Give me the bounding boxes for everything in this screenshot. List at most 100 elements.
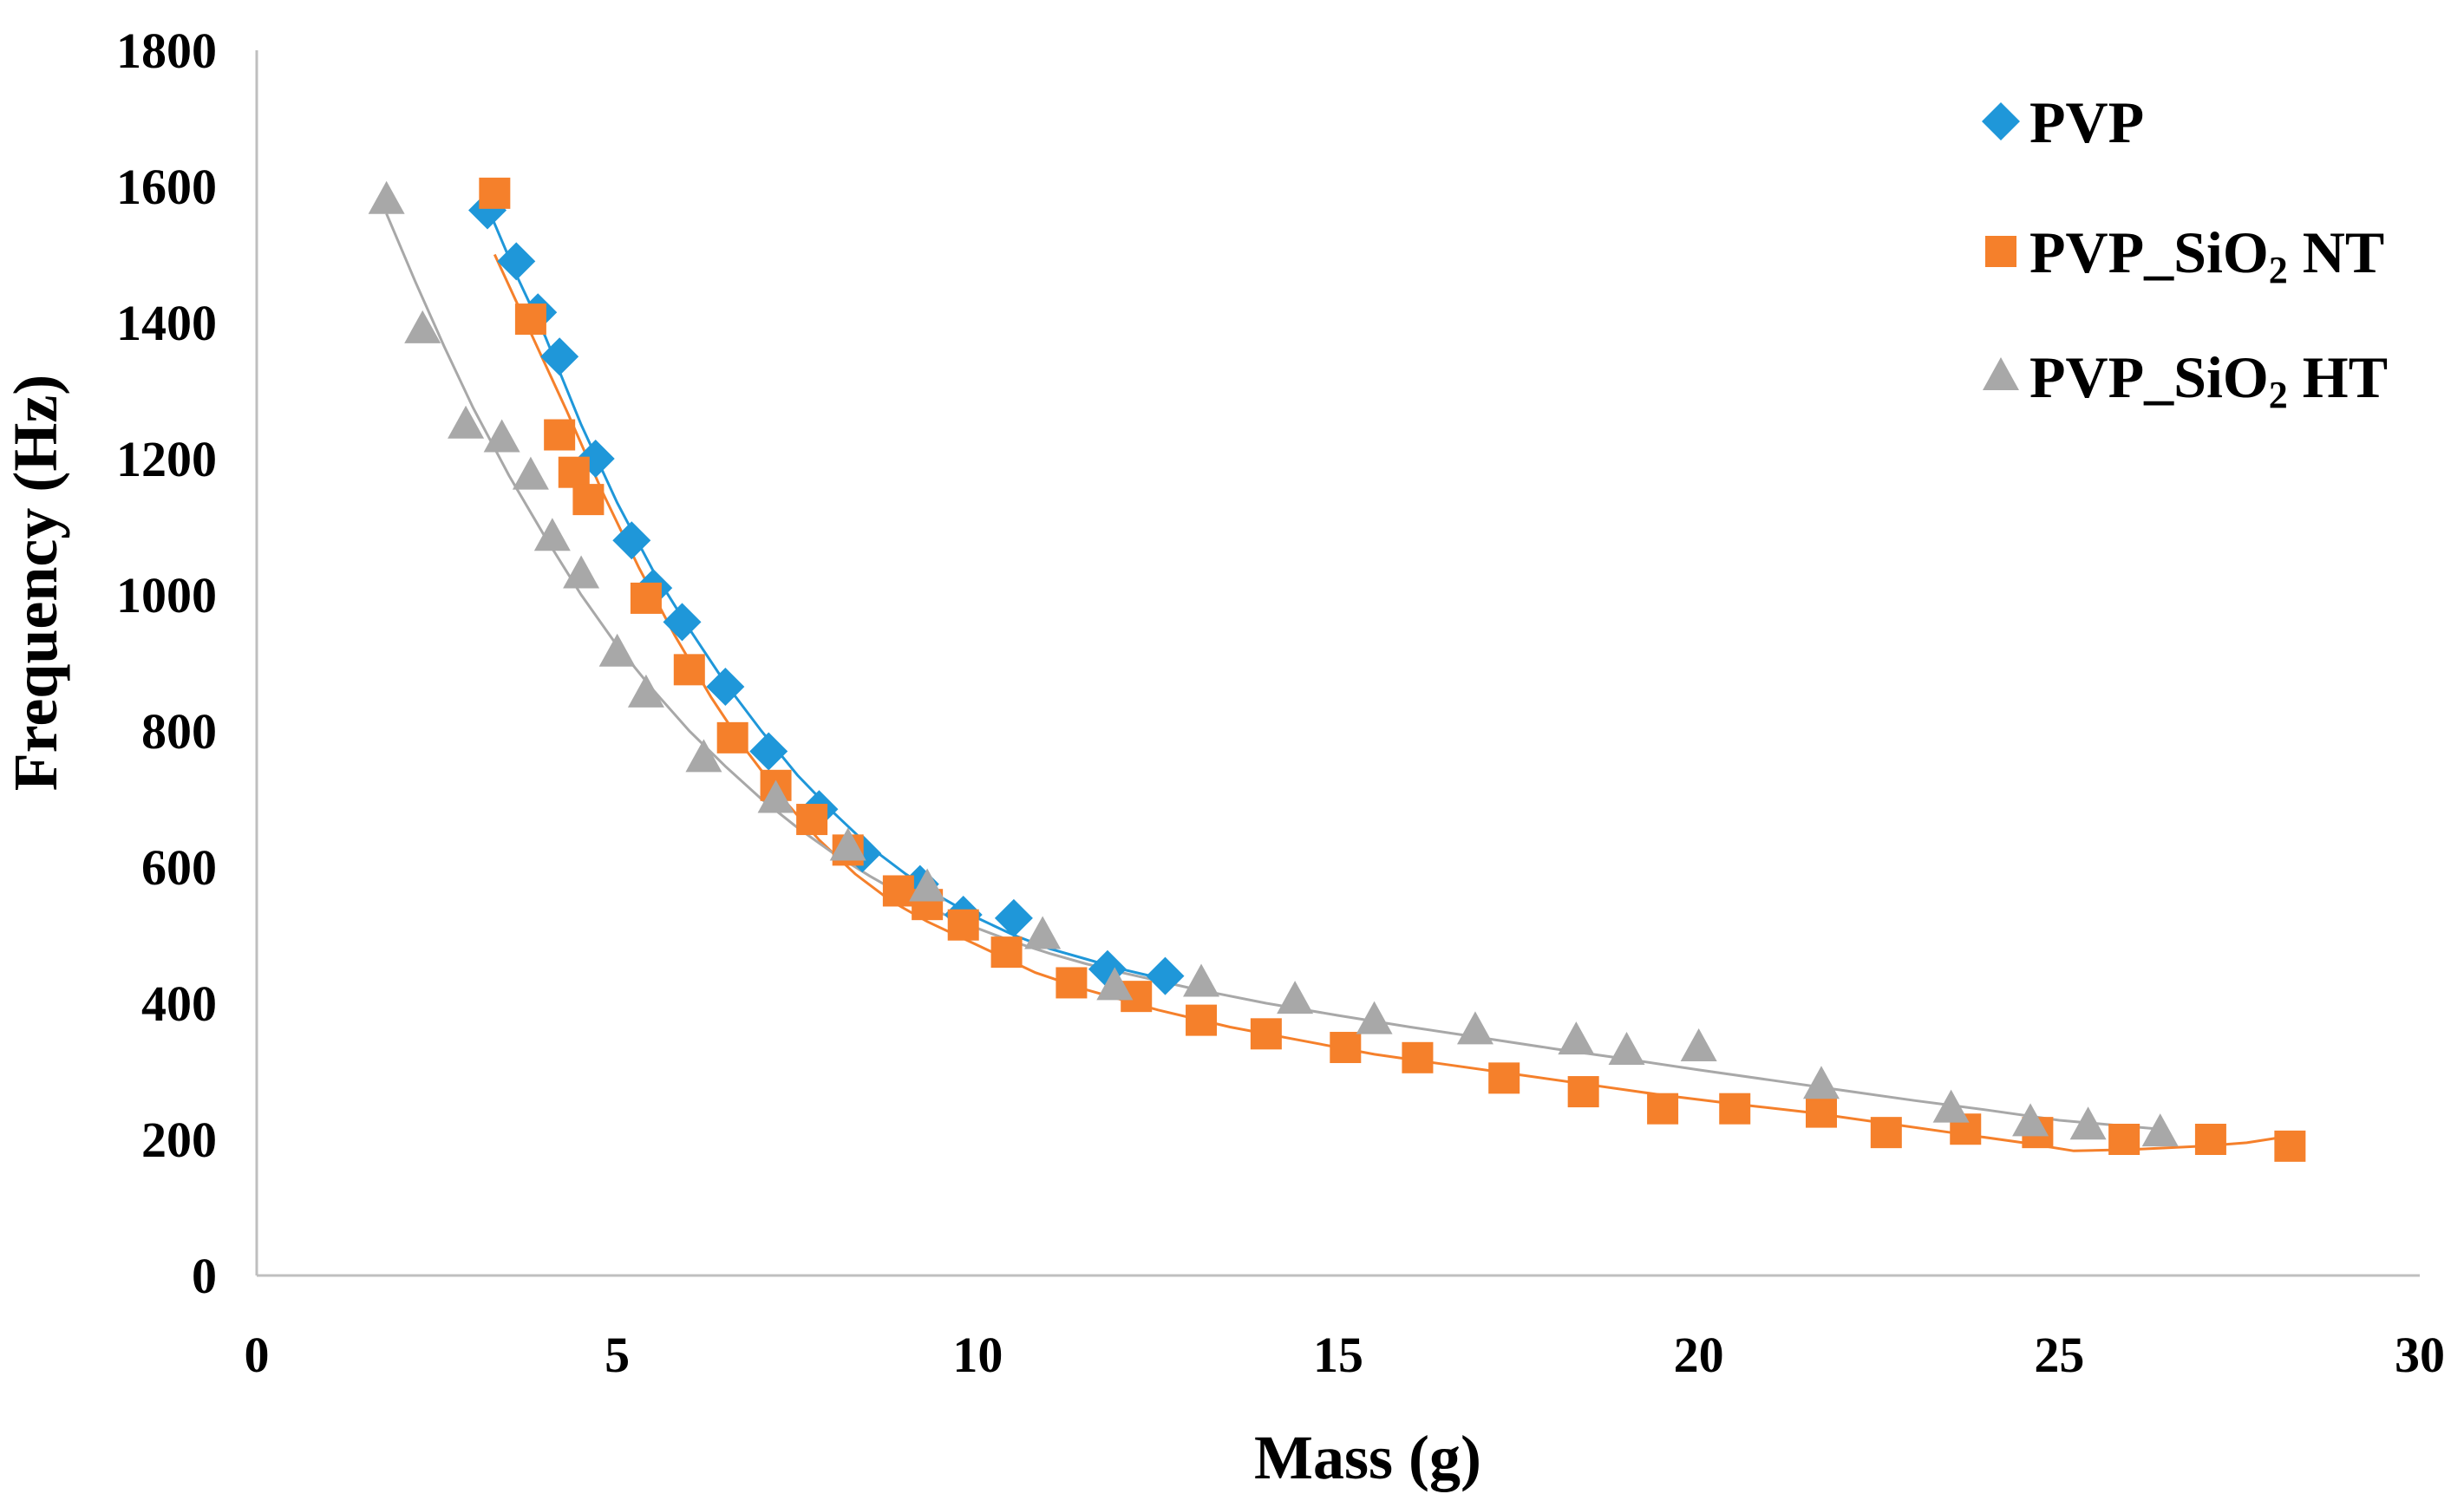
y-tick-label: 1400	[116, 295, 217, 351]
data-point-pvp-sio2-nt	[1186, 1004, 1218, 1036]
data-point-pvp	[497, 242, 536, 281]
trend-line-pvp-sio2-nt	[493, 253, 2291, 1152]
data-point-pvp-sio2-nt	[1488, 1062, 1520, 1094]
data-point-pvp-sio2-ht	[448, 405, 485, 439]
data-point-pvp-sio2-ht	[1183, 963, 1220, 997]
series-pvp-sio2-ht	[368, 180, 2179, 1147]
data-point-pvp-sio2-nt	[990, 936, 1023, 969]
data-point-pvp-sio2-ht	[2012, 1103, 2049, 1137]
data-point-pvp-sio2-ht	[1456, 1011, 1493, 1045]
data-point-pvp	[749, 732, 788, 771]
data-point-pvp-sio2-ht	[1356, 1001, 1393, 1034]
series-pvp	[468, 191, 1185, 995]
data-point-pvp	[706, 667, 745, 706]
data-point-pvp	[994, 898, 1033, 937]
y-tick-label: 1800	[116, 23, 217, 79]
y-tick-label: 600	[141, 839, 217, 896]
x-tick-label: 25	[2034, 1327, 2084, 1383]
data-point-pvp-sio2-nt	[2274, 1130, 2306, 1162]
y-tick-label: 1600	[116, 159, 217, 215]
data-point-pvp-sio2-nt	[882, 875, 914, 907]
trend-line-pvp	[486, 206, 1166, 981]
data-point-pvp-sio2-ht	[1932, 1089, 1970, 1123]
legend-item-pvp-sio2-nt: PVP_SiO2 NT	[1985, 219, 2384, 291]
data-point-pvp-sio2-ht	[685, 739, 722, 773]
data-point-pvp-sio2-nt	[1870, 1117, 1902, 1149]
data-point-pvp	[540, 337, 579, 376]
data-point-pvp-sio2-ht	[1277, 981, 1314, 1014]
data-point-pvp-sio2-nt	[514, 303, 546, 336]
data-point-pvp-sio2-ht	[2069, 1106, 2107, 1140]
data-markers	[368, 177, 2306, 1162]
legend-marker-pvp	[1982, 102, 2020, 140]
x-tick-label: 20	[1674, 1327, 1724, 1383]
data-point-pvp-sio2-ht	[512, 456, 549, 490]
x-tick-label: 15	[1313, 1327, 1363, 1383]
legend-marker-pvp-sio2-nt	[1985, 236, 2016, 267]
x-tick-label: 30	[2395, 1327, 2445, 1383]
trend-line-pvp-sio2-ht	[385, 212, 2160, 1131]
legend-item-pvp-sio2-ht: PVP_SiO2 HT	[1983, 344, 2388, 416]
y-axis-ticks: 0 200 400 600 800 1000 1200 1400 1600 1800	[116, 23, 217, 1304]
data-point-pvp-sio2-ht	[404, 310, 441, 343]
data-point-pvp-sio2-ht	[1802, 1066, 1840, 1099]
data-point-pvp-sio2-nt	[1402, 1041, 1434, 1073]
data-point-pvp-sio2-ht	[1096, 967, 1134, 1001]
y-tick-label: 800	[141, 703, 217, 760]
y-tick-label: 1000	[116, 567, 217, 623]
data-point-pvp	[663, 603, 702, 642]
data-point-pvp-sio2-nt	[1330, 1032, 1362, 1064]
data-point-pvp-sio2-ht	[1024, 916, 1062, 949]
data-point-pvp-sio2-nt	[796, 804, 828, 836]
data-point-pvp-sio2-nt	[716, 721, 748, 754]
data-point-pvp-sio2-nt	[2194, 1124, 2226, 1155]
y-axis-title: Frequency (Hz)	[1, 375, 70, 792]
data-point-pvp-sio2-nt	[1567, 1076, 1599, 1108]
data-point-pvp-sio2-nt	[558, 456, 590, 488]
data-point-pvp-sio2-nt	[1250, 1018, 1282, 1050]
legend-item-pvp: PVP	[1982, 89, 2144, 155]
y-tick-label: 400	[141, 975, 217, 1032]
data-point-pvp-sio2-ht	[2141, 1113, 2179, 1147]
data-point-pvp-sio2-ht	[1558, 1021, 1595, 1055]
data-point-pvp-sio2-ht	[483, 419, 520, 453]
legend-label-pvp: PVP	[2029, 89, 2144, 155]
legend-label-pvp-sio2-ht: PVP_SiO2 HT	[2029, 344, 2388, 416]
data-point-pvp-sio2-nt	[1056, 967, 1088, 999]
x-axis-title: Mass (g)	[1254, 1423, 1481, 1492]
data-point-pvp-sio2-ht	[627, 674, 664, 708]
data-point-pvp-sio2-nt	[1647, 1093, 1679, 1125]
data-point-pvp-sio2-ht	[368, 180, 405, 214]
data-point-pvp	[612, 521, 651, 560]
chart-axes	[255, 50, 2420, 1277]
data-point-pvp-sio2-ht	[757, 780, 794, 813]
series-pvp-sio2-nt	[479, 177, 2306, 1162]
legend-marker-pvp-sio2-ht	[1983, 357, 2019, 390]
data-point-pvp-sio2-ht	[598, 633, 636, 667]
data-point-pvp-sio2-ht	[1680, 1028, 1717, 1062]
data-point-pvp-sio2-nt	[1805, 1096, 1837, 1128]
data-point-pvp-sio2-nt	[479, 177, 511, 209]
x-axis-ticks: 0 5 10 15 20 25 30	[245, 1327, 2446, 1383]
data-point-pvp-sio2-nt	[630, 582, 662, 614]
x-tick-label: 10	[952, 1327, 1003, 1383]
data-point-pvp-sio2-ht	[563, 555, 600, 589]
data-point-pvp-sio2-nt	[2108, 1124, 2140, 1155]
data-point-pvp-sio2-nt	[1719, 1093, 1751, 1125]
y-tick-label: 1200	[116, 431, 217, 487]
legend-label-pvp-sio2-nt: PVP_SiO2 NT	[2029, 219, 2384, 291]
data-point-pvp-sio2-nt	[572, 484, 605, 516]
legend: PVP PVP_SiO2 NT PVP_SiO2 HT	[1982, 89, 2388, 416]
y-tick-label: 0	[192, 1248, 217, 1304]
data-point-pvp-sio2-nt	[544, 419, 576, 451]
trend-lines	[385, 206, 2291, 1152]
x-tick-label: 5	[605, 1327, 630, 1383]
data-point-pvp	[1146, 956, 1185, 995]
data-point-pvp-sio2-ht	[829, 827, 866, 861]
x-tick-label: 0	[245, 1327, 270, 1383]
data-point-pvp-sio2-ht	[533, 518, 571, 551]
y-tick-label: 200	[141, 1112, 217, 1168]
data-point-pvp-sio2-nt	[673, 654, 705, 686]
data-point-pvp-sio2-ht	[909, 868, 946, 902]
